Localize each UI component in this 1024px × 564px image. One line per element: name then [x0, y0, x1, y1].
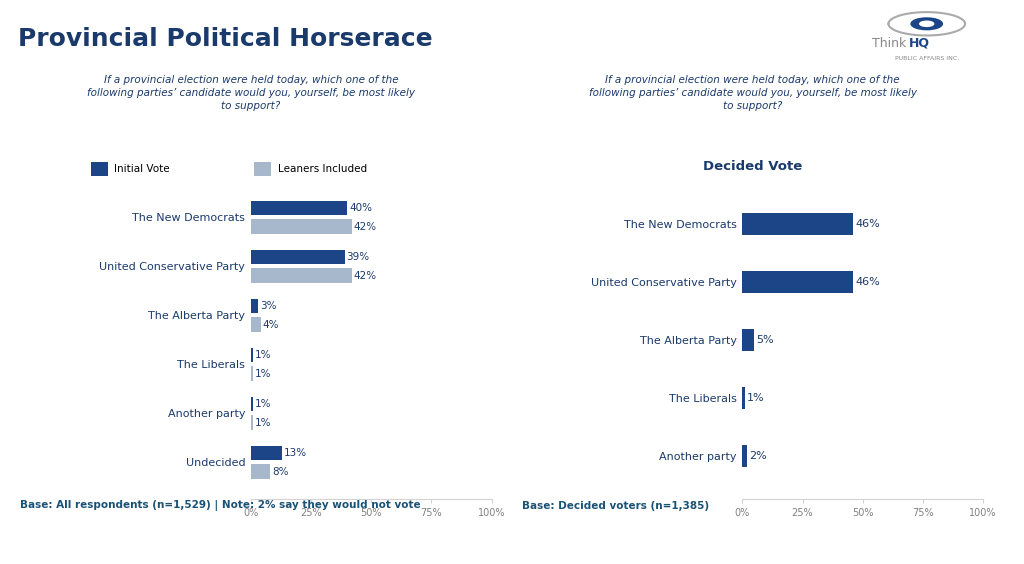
Text: 8%: 8%: [272, 466, 289, 477]
Text: www.thinkhq.com | 6: www.thinkhq.com | 6: [911, 540, 1014, 551]
Bar: [251, 396, 253, 411]
Text: 46%: 46%: [855, 277, 880, 287]
Bar: [742, 271, 853, 293]
Text: 4%: 4%: [262, 320, 279, 329]
Bar: [90, 162, 108, 176]
Bar: [254, 162, 271, 176]
Text: If a provincial election were held today, which one of the
following parties’ ca: If a provincial election were held today…: [589, 75, 916, 111]
Bar: [251, 268, 352, 283]
Text: 3%: 3%: [260, 301, 276, 311]
Text: Provincial Political Horserace: Provincial Political Horserace: [18, 28, 432, 51]
Bar: [251, 415, 253, 430]
Text: 13%: 13%: [284, 448, 307, 458]
Bar: [742, 213, 853, 235]
Text: Leaners Included: Leaners Included: [278, 164, 367, 174]
Text: 1%: 1%: [255, 399, 271, 409]
Bar: [251, 366, 253, 381]
Text: If a provincial election were held today, which one of the
following parties’ ca: If a provincial election were held today…: [87, 75, 415, 111]
Circle shape: [920, 21, 934, 27]
Text: Think: Think: [871, 37, 906, 50]
Text: Decided Vote: Decided Vote: [703, 160, 802, 173]
Bar: [742, 329, 755, 351]
Bar: [251, 219, 352, 234]
Text: 1%: 1%: [746, 393, 764, 403]
Text: 46%: 46%: [855, 219, 880, 229]
Text: 39%: 39%: [347, 252, 370, 262]
Text: 40%: 40%: [349, 203, 372, 213]
Text: 1%: 1%: [255, 350, 271, 360]
Text: HQ: HQ: [909, 37, 931, 50]
Bar: [742, 444, 748, 466]
Text: 1%: 1%: [255, 418, 271, 428]
Text: Base: All respondents (n=1,529) | Note: 2% say they would not vote: Base: All respondents (n=1,529) | Note: …: [20, 500, 421, 511]
Bar: [742, 387, 744, 409]
Text: 5%: 5%: [757, 335, 774, 345]
Bar: [251, 201, 347, 215]
Bar: [251, 250, 345, 265]
Bar: [251, 298, 258, 314]
Bar: [251, 318, 260, 332]
Text: 1%: 1%: [255, 369, 271, 378]
Bar: [251, 347, 253, 362]
Text: Copyright © 2023 ThinkHQ Public Affairs Inc. All rights reserved.: Copyright © 2023 ThinkHQ Public Affairs …: [10, 541, 326, 550]
Text: Base: Decided voters (n=1,385): Base: Decided voters (n=1,385): [522, 501, 709, 510]
Text: 42%: 42%: [354, 271, 377, 280]
Bar: [251, 446, 283, 460]
Text: 2%: 2%: [750, 451, 767, 461]
Text: PUBLIC AFFAIRS INC.: PUBLIC AFFAIRS INC.: [895, 56, 958, 61]
Text: Initial Vote: Initial Vote: [115, 164, 170, 174]
Bar: [251, 464, 270, 479]
Circle shape: [911, 18, 942, 30]
Text: 42%: 42%: [354, 222, 377, 232]
